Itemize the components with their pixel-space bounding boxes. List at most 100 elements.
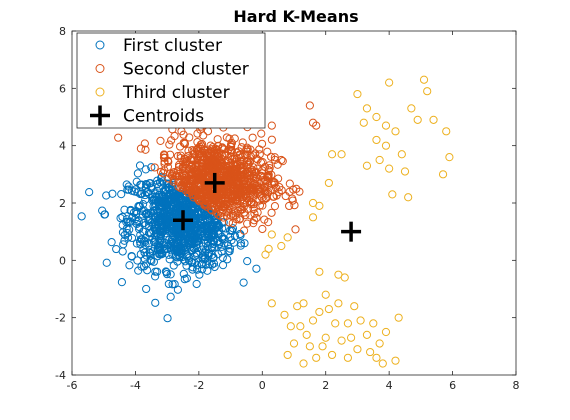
third-cluster-point <box>423 87 432 96</box>
third-cluster-point <box>321 333 330 342</box>
first-cluster-point <box>217 232 227 241</box>
first-cluster-point <box>175 191 185 201</box>
second-cluster-point <box>176 154 185 163</box>
second-cluster-point <box>213 152 222 162</box>
first-cluster-point <box>173 253 182 262</box>
third-cluster-point <box>299 359 308 368</box>
second-cluster-point <box>208 154 217 163</box>
first-cluster-point <box>243 257 252 266</box>
x-tick-label: -4 <box>130 379 141 392</box>
second-cluster-point <box>267 152 276 162</box>
first-cluster-point <box>151 237 160 247</box>
second-cluster-point <box>230 207 239 216</box>
first-cluster-point <box>188 246 197 255</box>
first-cluster-point <box>160 238 169 247</box>
third-cluster-point <box>362 330 372 339</box>
third-cluster-point <box>394 313 403 322</box>
third-cluster-point <box>343 319 353 328</box>
first-cluster-point <box>188 265 197 274</box>
first-cluster-point <box>210 262 219 272</box>
third-cluster-point <box>378 359 387 368</box>
first-cluster-point <box>209 253 218 262</box>
second-cluster-point <box>247 167 256 176</box>
third-cluster-point <box>299 299 308 308</box>
x-tick-label: 0 <box>259 379 266 392</box>
second-cluster-point <box>256 192 266 201</box>
third-cluster-point <box>388 190 397 199</box>
second-cluster-point <box>190 175 199 184</box>
x-tick-label: 6 <box>449 379 456 392</box>
first-cluster-point <box>118 247 127 256</box>
first-cluster-point <box>142 251 151 260</box>
second-cluster-point <box>232 148 242 157</box>
second-cluster-point <box>197 142 206 151</box>
second-cluster-point <box>173 151 183 161</box>
legend-marker <box>95 40 105 50</box>
legend-label: Third cluster <box>122 83 230 103</box>
second-cluster-point <box>214 188 224 198</box>
legend-entry: Third cluster <box>95 83 230 103</box>
first-cluster-point <box>192 279 201 289</box>
first-cluster-point <box>120 205 129 214</box>
second-cluster-point <box>205 153 214 162</box>
second-cluster-point <box>196 158 206 167</box>
first-cluster-point <box>165 186 174 195</box>
first-cluster-point <box>141 165 150 174</box>
third-cluster-point <box>346 333 356 342</box>
second-cluster-point <box>193 194 202 203</box>
second-cluster-point <box>185 133 194 142</box>
second-cluster-point <box>136 144 146 153</box>
third-cluster-point <box>350 302 359 311</box>
first-cluster-point <box>192 240 201 249</box>
first-cluster-point <box>151 231 160 240</box>
first-cluster-point <box>100 210 109 219</box>
first-cluster-point <box>144 212 153 221</box>
second-cluster-point <box>184 146 193 155</box>
first-cluster-point <box>135 161 145 170</box>
x-tick-label: -2 <box>193 379 204 392</box>
second-cluster-point <box>242 193 251 202</box>
third-cluster-point <box>305 342 314 351</box>
first-cluster-point <box>145 189 154 199</box>
first-cluster-point <box>141 233 150 242</box>
first-cluster-point <box>212 218 221 228</box>
first-cluster-point <box>196 227 205 236</box>
first-cluster-point <box>126 217 135 226</box>
second-cluster-point <box>249 200 259 209</box>
second-cluster-point <box>114 133 123 142</box>
first-cluster-point <box>102 258 111 267</box>
second-cluster-point <box>160 166 169 175</box>
third-cluster-point <box>369 319 378 328</box>
first-cluster-point <box>118 228 128 237</box>
first-cluster-point <box>177 244 186 253</box>
first-cluster-point <box>134 217 143 226</box>
first-cluster-point <box>236 241 245 250</box>
first-cluster-point <box>154 190 163 200</box>
second-cluster-point <box>141 145 150 154</box>
second-cluster-point <box>255 201 265 210</box>
second-cluster-point <box>194 169 203 178</box>
first-cluster-point <box>185 227 194 236</box>
second-cluster-point <box>288 196 297 205</box>
second-cluster-point <box>278 157 287 166</box>
third-cluster-point <box>337 150 346 159</box>
second-cluster-point <box>290 201 299 210</box>
second-cluster-point <box>150 163 159 172</box>
first-cluster-point <box>203 223 212 232</box>
second-cluster-point <box>217 200 226 209</box>
first-cluster-point <box>193 265 202 274</box>
first-cluster-point <box>85 187 94 197</box>
third-cluster-point <box>381 121 391 130</box>
points-layer <box>77 75 454 368</box>
second-cluster-point <box>203 197 213 206</box>
first-cluster-point <box>150 189 160 198</box>
legend-label: Second cluster <box>123 60 249 80</box>
first-cluster-point <box>136 189 145 199</box>
second-cluster-point <box>248 133 257 142</box>
second-cluster-point <box>185 170 194 180</box>
second-cluster-point <box>219 145 228 154</box>
second-cluster-point <box>184 164 194 173</box>
y-tick-label: 4 <box>59 140 66 153</box>
first-cluster-point <box>166 200 176 210</box>
first-cluster-point <box>172 193 181 202</box>
